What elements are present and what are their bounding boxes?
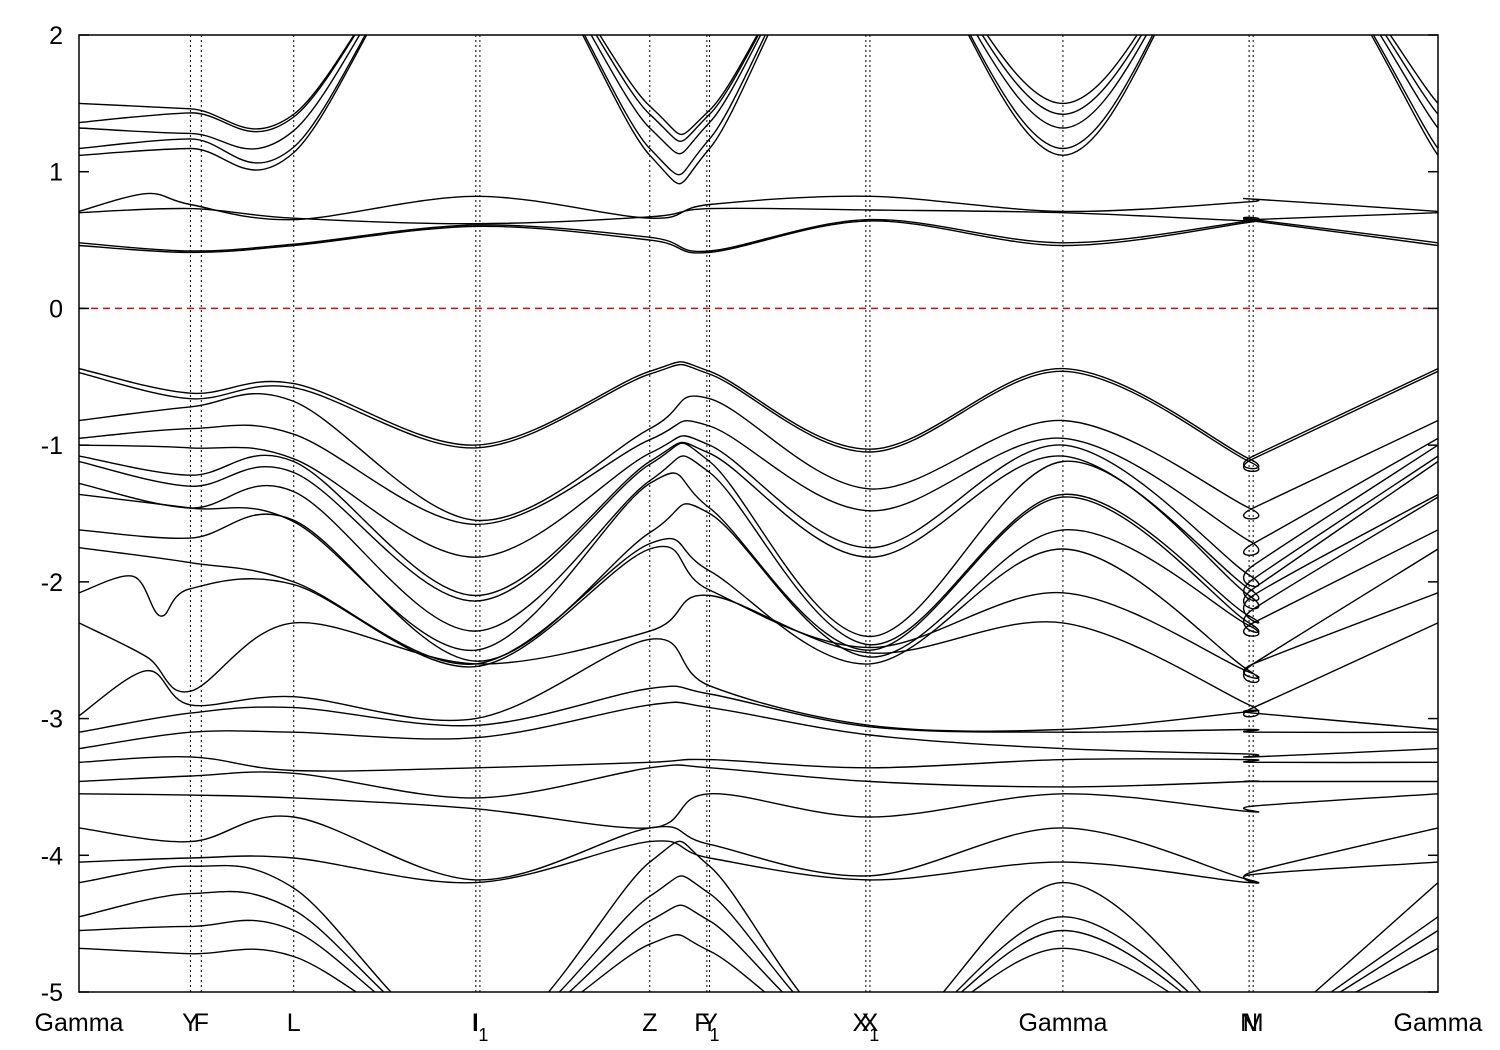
high-symmetry-lines	[189, 35, 1254, 992]
band-line-27	[79, 793, 1438, 829]
band-line-24	[79, 701, 1438, 758]
band-line-2	[79, 35, 1438, 155]
band-series	[79, 35, 1438, 992]
band-line-12	[79, 419, 1438, 556]
x-tick-label-1: Y	[182, 1009, 199, 1037]
x-axis: Gamma YF L II1 Z F1Y X1X Gamma NM Gamma	[35, 1009, 1483, 1045]
band-line-0	[79, 35, 1438, 185]
band-line-9	[79, 361, 1438, 470]
band-line-11	[79, 393, 1438, 522]
band-line-25	[79, 755, 1438, 772]
x-tick-label-4: I	[472, 1009, 479, 1037]
band-line-30	[79, 840, 1438, 992]
band-line-20	[79, 545, 1438, 679]
band-line-1	[79, 35, 1438, 176]
x-tick-label-8: Y	[701, 1009, 718, 1037]
band-line-10	[79, 363, 1438, 472]
band-line-5	[79, 192, 1438, 221]
band-line-22	[79, 638, 1438, 732]
band-line-3	[79, 35, 1438, 142]
band-line-6	[79, 207, 1438, 225]
x-tick-label-6: Z	[642, 1009, 657, 1037]
band-line-32	[79, 904, 1438, 992]
band-line-8	[79, 217, 1438, 254]
x-tick-label-10: X	[862, 1009, 879, 1037]
y-tick-label-3: -1	[41, 432, 63, 460]
band-line-7	[79, 216, 1438, 253]
x-tick-label-2: F	[194, 1009, 209, 1037]
band-line-18	[79, 503, 1438, 662]
y-tick-label-4: -2	[41, 569, 63, 597]
y-tick-label-6: -4	[41, 842, 63, 870]
y-tick-label-2: 0	[49, 295, 63, 323]
x-tick-label-12: N	[1240, 1009, 1258, 1037]
band-line-29	[79, 840, 1438, 884]
band-line-23	[79, 685, 1438, 734]
band-line-31	[79, 875, 1438, 992]
band-line-33	[79, 934, 1438, 992]
y-tick-label-5: -3	[41, 706, 63, 734]
y-tick-label-1: 1	[49, 159, 63, 187]
band-line-19	[79, 537, 1438, 684]
band-line-28	[79, 815, 1438, 884]
band-line-14	[79, 441, 1438, 602]
band-line-21	[79, 594, 1438, 718]
band-line-16	[79, 455, 1438, 646]
x-tick-label-13: M	[1243, 1009, 1264, 1037]
x-tick-label-5: I1	[471, 1009, 488, 1045]
x-tick-label-14: Gamma	[1394, 1009, 1483, 1037]
plot-frame	[78, 34, 1439, 993]
x-tick-label-11: Gamma	[1018, 1009, 1107, 1037]
x-tick-label-0: Gamma	[35, 1009, 124, 1037]
y-tick-label-0: 2	[49, 22, 63, 50]
y-axis: 2 1 0 -1 -2 -3 -4 -5	[41, 22, 1438, 1007]
band-line-26	[79, 764, 1438, 799]
y-tick-label-7: -5	[41, 979, 63, 1007]
x-tick-label-3: L	[287, 1009, 301, 1037]
band-line-4	[79, 35, 1438, 136]
